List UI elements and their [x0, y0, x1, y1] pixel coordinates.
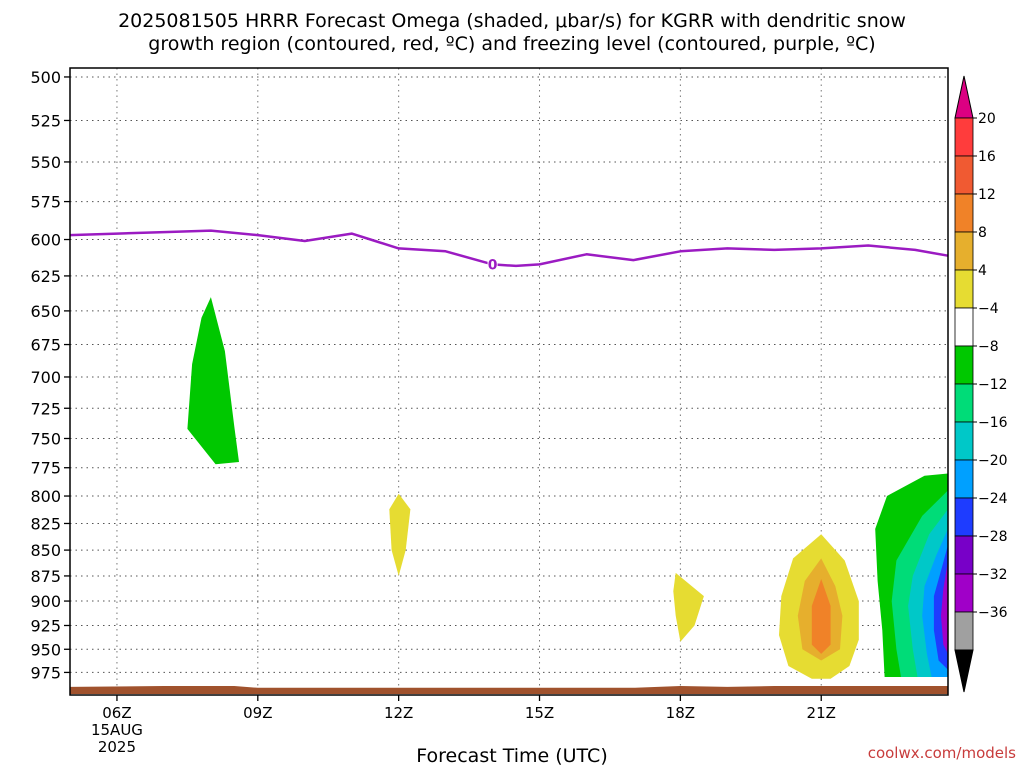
colorbar-label-8: −16 — [978, 415, 1008, 431]
y-tick-label-775: 775 — [30, 459, 61, 478]
colorbar-label-0: 20 — [978, 111, 996, 127]
y-tick-label-900: 900 — [30, 592, 61, 611]
freezing-level-layer: 0 — [69, 229, 949, 273]
x-tick-label-21Z: 21Z — [807, 704, 836, 722]
y-tick-label-550: 550 — [30, 153, 61, 172]
x-tick-label-12Z: 12Z — [384, 704, 413, 722]
x-tick-label-18Z: 18Z — [666, 704, 695, 722]
chart-title-line-1: 2025081505 HRRR Forecast Omega (shaded, … — [118, 10, 906, 32]
colorbar-swatch-12 — [954, 573, 974, 613]
omega-region-11 — [941, 560, 948, 654]
y-tick-label-625: 625 — [30, 267, 61, 286]
colorbar-swatch-9 — [954, 459, 974, 499]
colorbar-swatch-3 — [954, 231, 974, 271]
colorbar-swatch-13 — [954, 611, 974, 651]
y-tick-label-850: 850 — [30, 541, 61, 560]
colorbar: 20 16 12 8 4 −4 −8 −12 −16 −20 −24 −28 −32 −36 — [954, 75, 1008, 693]
y-tick-label-675: 675 — [30, 336, 61, 355]
colorbar-label-4: 4 — [978, 263, 987, 279]
x-tick-date-label: 15AUG — [91, 721, 143, 739]
y-axis: 500 525 550 575 600 625 650 675 700 725 750 775 800 8… — [30, 68, 70, 682]
x-axis-label: Forecast Time (UTC) — [416, 745, 608, 767]
omega-region-2 — [673, 572, 704, 642]
omega-region-5 — [811, 579, 831, 654]
colorbar-label-3: 8 — [978, 225, 987, 241]
y-tick-label-950: 950 — [30, 640, 61, 659]
y-tick-label-700: 700 — [30, 368, 61, 387]
y-tick-label-575: 575 — [30, 193, 61, 212]
y-tick-label-750: 750 — [30, 429, 61, 448]
colorbar-swatch-8 — [954, 421, 974, 461]
freezing-level-line — [69, 229, 949, 268]
colorbar-swatch-7 — [954, 383, 974, 423]
y-tick-label-800: 800 — [30, 487, 61, 506]
colorbar-swatch-0 — [954, 117, 974, 157]
colorbar-label-10: −24 — [978, 491, 1008, 507]
freezing-level-label: 0 — [488, 257, 498, 273]
colorbar-swatch-4 — [954, 269, 974, 309]
colorbar-bottom-arrow — [954, 649, 974, 693]
plot-frame — [69, 67, 949, 696]
x-tick-label-09Z: 09Z — [243, 704, 272, 722]
y-tick-label-825: 825 — [30, 514, 61, 533]
colorbar-swatch-1 — [954, 155, 974, 195]
colorbar-label-2: 12 — [978, 187, 996, 203]
colorbar-label-7: −12 — [978, 377, 1008, 393]
colorbar-label-11: −28 — [978, 529, 1008, 545]
colorbar-label-5: −4 — [978, 301, 999, 317]
colorbar-top-arrow — [954, 75, 974, 119]
y-tick-label-725: 725 — [30, 399, 61, 418]
x-tick-label-06Z: 06Z — [102, 704, 131, 722]
y-tick-label-600: 600 — [30, 231, 61, 250]
y-tick-label-975: 975 — [30, 663, 61, 682]
colorbar-swatch-6 — [954, 345, 974, 385]
colorbar-swatch-2 — [954, 193, 974, 233]
colorbar-label-6: −8 — [978, 339, 999, 355]
x-tick-label-15Z: 15Z — [525, 704, 554, 722]
colorbar-label-9: −20 — [978, 453, 1008, 469]
colorbar-swatch-11 — [954, 535, 974, 575]
x-tick-year-label: 2025 — [98, 738, 136, 756]
colorbar-label-1: 16 — [978, 149, 996, 165]
y-tick-label-525: 525 — [30, 111, 61, 130]
colorbar-label-13: −36 — [978, 605, 1008, 621]
colorbar-swatch-10 — [954, 497, 974, 537]
y-tick-label-875: 875 — [30, 567, 61, 586]
freezing-level-label-bg — [487, 256, 498, 273]
terrain-layer — [70, 686, 948, 694]
omega-region-1 — [389, 493, 411, 576]
y-tick-label-500: 500 — [30, 68, 61, 87]
colorbar-label-12: −32 — [978, 567, 1008, 583]
y-tick-label-650: 650 — [30, 302, 61, 321]
chart-title-line-2: growth region (contoured, red, ºC) and f… — [148, 33, 876, 55]
y-tick-label-925: 925 — [30, 616, 61, 635]
credit-text: coolwx.com/models — [867, 744, 1016, 762]
omega-shading-layer — [187, 297, 948, 679]
omega-region-0 — [187, 297, 239, 465]
colorbar-swatch-5 — [954, 307, 974, 347]
terrain-fill — [70, 686, 948, 694]
